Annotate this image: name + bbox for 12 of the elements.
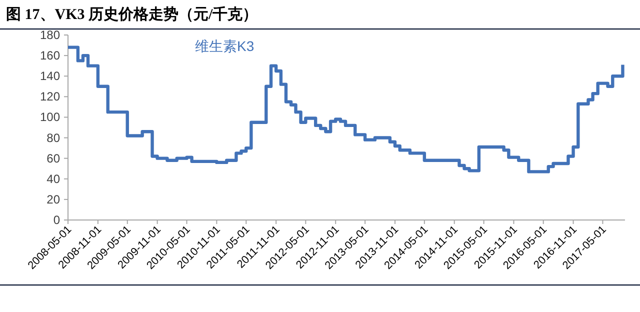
y-tick-label: 160 bbox=[40, 48, 60, 63]
chart-title: 图 17、VK3 历史价格走势（元/千克） bbox=[6, 6, 258, 23]
y-tick-label: 140 bbox=[40, 69, 60, 84]
y-tick-label: 80 bbox=[46, 130, 60, 145]
y-tick-label: 0 bbox=[53, 213, 60, 227]
y-tick-label: 40 bbox=[46, 172, 60, 186]
y-tick-label: 100 bbox=[40, 110, 60, 124]
series-label: 维生素K3 bbox=[195, 38, 254, 54]
y-tick-label: 20 bbox=[46, 192, 60, 206]
y-tick-label: 180 bbox=[40, 28, 60, 42]
y-tick-label: 60 bbox=[46, 151, 60, 166]
y-tick-label: 120 bbox=[40, 90, 60, 104]
